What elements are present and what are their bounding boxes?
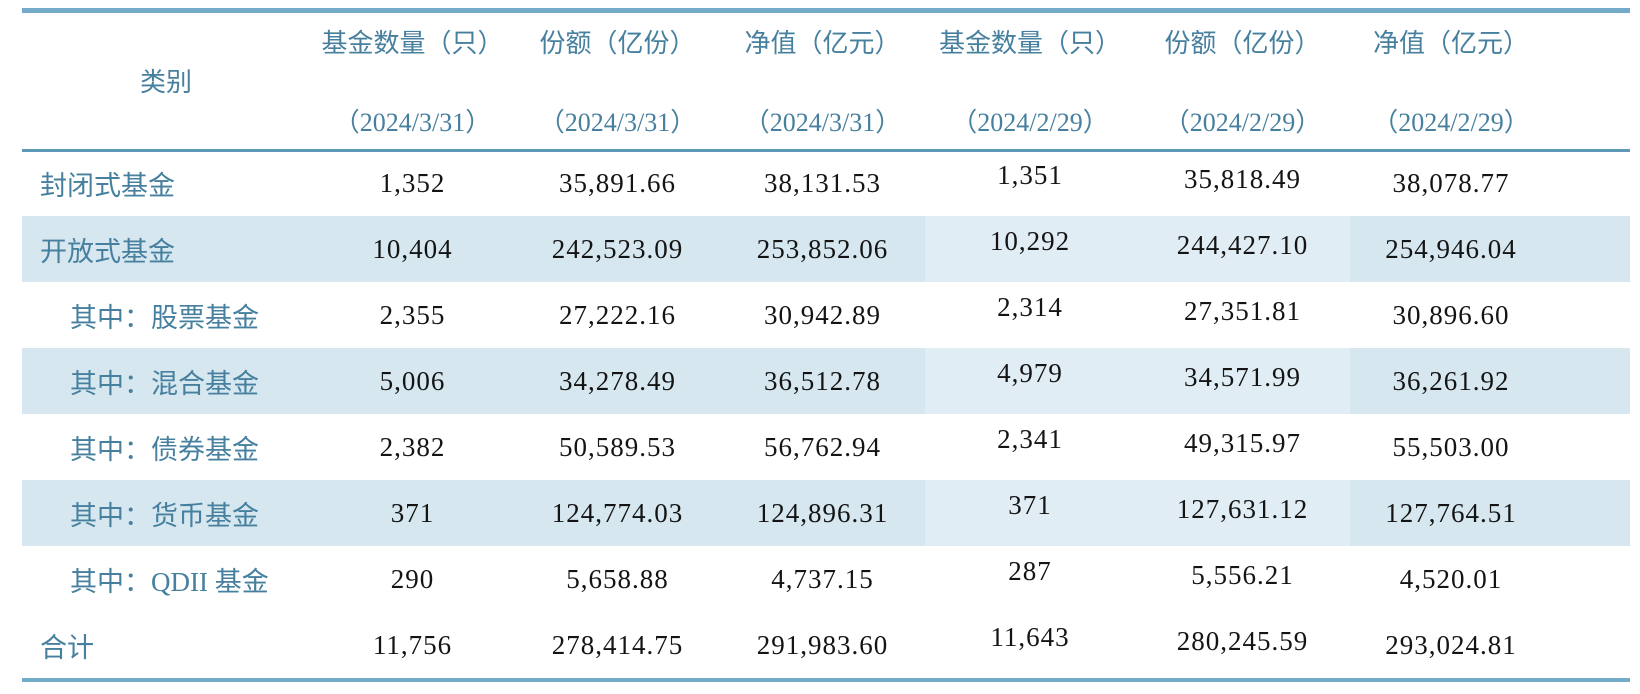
header-date: （2024/2/29） bbox=[1163, 107, 1322, 137]
header-label: 净值（亿元） bbox=[1372, 28, 1529, 58]
table-body: 封闭式基金 1,352 35,891.66 38,131.53 1,351 35… bbox=[22, 150, 1630, 678]
table-header: 类别 基金数量（只） （2024/3/31） 份额（亿份） （2024/3/31… bbox=[22, 13, 1630, 152]
cell-value: 244,427.10 bbox=[1135, 216, 1350, 282]
cell-value: 38,131.53 bbox=[764, 168, 881, 199]
cell-value: 50,589.53 bbox=[559, 431, 676, 462]
cell-value: 34,278.49 bbox=[515, 348, 720, 414]
cell-value: 30,942.89 bbox=[764, 299, 881, 330]
header-label: 基金数量（只） bbox=[321, 28, 504, 58]
cell-value: 5,006 bbox=[310, 348, 515, 414]
cell-value: 124,774.03 bbox=[515, 480, 720, 546]
cell-value: 35,818.49 bbox=[1184, 164, 1301, 195]
header-date: （2024/3/31） bbox=[538, 107, 697, 137]
cell-value: 34,571.99 bbox=[1135, 348, 1350, 414]
cell-value: 56,762.94 bbox=[764, 431, 881, 462]
row-category: 其中：QDII 基金 bbox=[70, 566, 269, 597]
row-category: 其中：股票基金 bbox=[70, 302, 259, 333]
cell-value: 2,341 bbox=[997, 423, 1063, 454]
cell-value: 1,351 bbox=[997, 160, 1063, 191]
cell-value: 35,891.66 bbox=[559, 168, 676, 199]
cell-value: 36,261.92 bbox=[1350, 348, 1630, 414]
row-category: 其中：债券基金 bbox=[70, 434, 259, 465]
table-row-open-end-funds: 开放式基金 10,404 242,523.09 253,852.06 10,29… bbox=[22, 216, 1630, 282]
cell-value: 280,245.59 bbox=[1176, 625, 1309, 656]
cell-value: 290 bbox=[390, 563, 435, 594]
column-header-shares-feb: 份额（亿份） （2024/2/29） bbox=[1135, 13, 1350, 152]
table-bottom-rule bbox=[22, 678, 1630, 682]
cell-value: 1,352 bbox=[379, 168, 446, 199]
cell-value: 371 bbox=[925, 480, 1135, 546]
table-row-total: 合计 11,756 278,414.75 291,983.60 11,643 2… bbox=[22, 612, 1630, 678]
table-row-equity-funds: 其中：股票基金 2,355 27,222.16 30,942.89 2,314 … bbox=[22, 282, 1630, 348]
column-header-nav-feb: 净值（亿元） （2024/2/29） bbox=[1350, 13, 1630, 152]
header-date: （2024/3/31） bbox=[743, 107, 902, 137]
header-label: 份额（亿份） bbox=[1164, 28, 1321, 58]
table-top-rule bbox=[22, 8, 1630, 13]
row-category: 封闭式基金 bbox=[40, 171, 175, 202]
cell-value: 10,292 bbox=[925, 216, 1135, 282]
header-date: （2024/2/29） bbox=[951, 107, 1109, 137]
cell-value: 2,355 bbox=[379, 299, 446, 330]
table-row-hybrid-funds: 其中：混合基金 5,006 34,278.49 36,512.78 4,979 … bbox=[22, 348, 1630, 414]
column-header-nav-mar: 净值（亿元） （2024/3/31） bbox=[720, 13, 925, 152]
cell-value: 124,896.31 bbox=[720, 480, 925, 546]
column-header-count-feb: 基金数量（只） （2024/2/29） bbox=[925, 13, 1135, 152]
header-label: 基金数量（只） bbox=[938, 28, 1121, 58]
cell-value: 278,414.75 bbox=[551, 629, 684, 660]
row-category: 合计 bbox=[40, 632, 94, 663]
cell-value: 4,520.01 bbox=[1399, 563, 1503, 594]
fund-statistics-table: 类别 基金数量（只） （2024/3/31） 份额（亿份） （2024/3/31… bbox=[22, 8, 1630, 682]
row-category: 开放式基金 bbox=[22, 216, 310, 282]
fund-table: 类别 基金数量（只） （2024/3/31） 份额（亿份） （2024/3/31… bbox=[22, 13, 1630, 678]
header-label: 净值（亿元） bbox=[744, 28, 901, 58]
cell-value: 10,404 bbox=[310, 216, 515, 282]
table-row-qdii-funds: 其中：QDII 基金 290 5,658.88 4,737.15 287 5,5… bbox=[22, 546, 1630, 612]
table-row-closed-end-funds: 封闭式基金 1,352 35,891.66 38,131.53 1,351 35… bbox=[22, 150, 1630, 216]
cell-value: 253,852.06 bbox=[720, 216, 925, 282]
cell-value: 127,764.51 bbox=[1350, 480, 1630, 546]
cell-value: 4,979 bbox=[925, 348, 1135, 414]
row-category: 其中：混合基金 bbox=[22, 348, 310, 414]
cell-value: 4,737.15 bbox=[771, 563, 874, 594]
cell-value: 38,078.77 bbox=[1392, 168, 1510, 199]
cell-value: 5,556.21 bbox=[1191, 559, 1294, 590]
header-label: 份额（亿份） bbox=[539, 28, 696, 58]
column-header-shares-mar: 份额（亿份） （2024/3/31） bbox=[515, 13, 720, 152]
cell-value: 291,983.60 bbox=[756, 629, 889, 660]
cell-value: 242,523.09 bbox=[515, 216, 720, 282]
cell-value: 11,756 bbox=[372, 629, 453, 660]
cell-value: 287 bbox=[1008, 555, 1052, 586]
cell-value: 49,315.97 bbox=[1184, 427, 1301, 458]
header-date: （2024/2/29） bbox=[1372, 107, 1530, 137]
header-label: 类别 bbox=[139, 68, 192, 98]
cell-value: 30,896.60 bbox=[1392, 299, 1510, 330]
header-date: （2024/3/31） bbox=[333, 107, 492, 137]
column-header-count-mar: 基金数量（只） （2024/3/31） bbox=[310, 13, 515, 152]
column-header-category: 类别 bbox=[22, 13, 310, 152]
table-row-money-market-funds: 其中：货币基金 371 124,774.03 124,896.31 371 12… bbox=[22, 480, 1630, 546]
cell-value: 27,351.81 bbox=[1184, 295, 1301, 326]
cell-value: 11,643 bbox=[990, 621, 1070, 652]
table-row-bond-funds: 其中：债券基金 2,382 50,589.53 56,762.94 2,341 … bbox=[22, 414, 1630, 480]
cell-value: 36,512.78 bbox=[720, 348, 925, 414]
cell-value: 55,503.00 bbox=[1392, 431, 1510, 462]
header-row: 类别 基金数量（只） （2024/3/31） 份额（亿份） （2024/3/31… bbox=[22, 13, 1630, 152]
cell-value: 254,946.04 bbox=[1350, 216, 1630, 282]
cell-value: 371 bbox=[310, 480, 515, 546]
row-category: 其中：货币基金 bbox=[22, 480, 310, 546]
cell-value: 5,658.88 bbox=[566, 563, 669, 594]
cell-value: 2,314 bbox=[997, 291, 1063, 322]
cell-value: 293,024.81 bbox=[1385, 629, 1517, 660]
cell-value: 27,222.16 bbox=[559, 299, 676, 330]
cell-value: 127,631.12 bbox=[1135, 480, 1350, 546]
cell-value: 2,382 bbox=[379, 431, 446, 462]
